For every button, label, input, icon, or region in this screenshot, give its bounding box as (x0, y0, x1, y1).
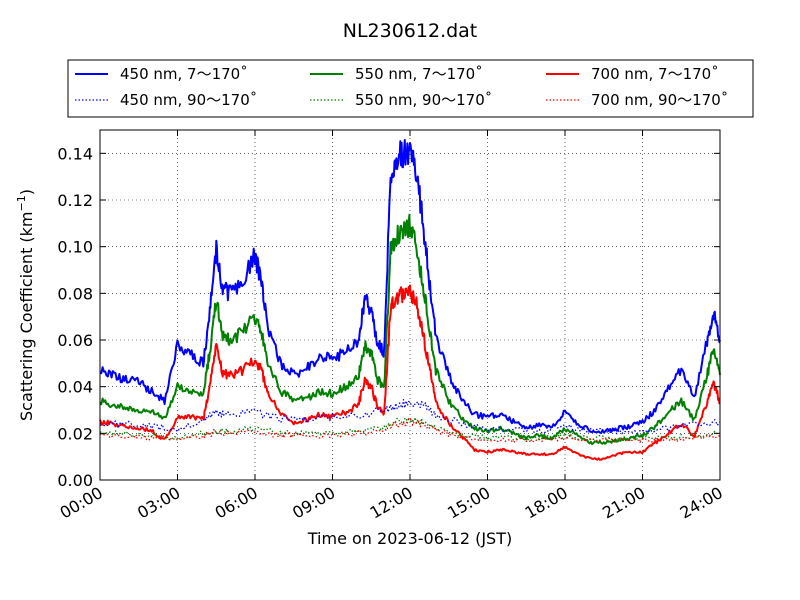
x-tick-label: 03:00 (134, 483, 183, 523)
legend-label: 450 nm, 90～170˚ (120, 91, 257, 109)
y-tick-label: 0.12 (57, 191, 93, 210)
legend-label: 550 nm, 90～170˚ (355, 91, 492, 109)
y-tick-label: 0.02 (57, 424, 93, 443)
legend-label: 550 nm, 7～170˚ (355, 65, 483, 83)
x-tick-labels: 00:00 03:00 06:00 09:00 12:00 15:00 18:00 21:00… (57, 483, 726, 523)
series-layer (99, 139, 721, 461)
x-axis-label: Time on 2023-06-12 (JST) (307, 529, 512, 548)
y-tick-label: 0.10 (57, 238, 93, 257)
legend-label: 700 nm, 7～170˚ (591, 65, 719, 83)
y-axis-label-end: ) (17, 189, 36, 195)
legend-label: 450 nm, 7～170˚ (120, 65, 248, 83)
y-axis-label-superscript: −1 (15, 195, 28, 211)
x-tick-label: 12:00 (367, 483, 416, 523)
y-tick-label: 0.06 (57, 331, 93, 350)
legend: 450 nm, 7～170˚ 550 nm, 7～170˚ 700 nm, 7～17… (67, 59, 754, 118)
x-tick-label: 24:00 (677, 483, 726, 523)
series-line (99, 213, 721, 446)
y-tick-label: 0.04 (57, 378, 93, 397)
x-tick-label: 21:00 (599, 483, 648, 523)
legend-box (67, 59, 754, 118)
series-line (99, 398, 721, 435)
y-tick-label: 0.08 (57, 284, 93, 303)
series-line (99, 284, 721, 461)
x-tick-label: 06:00 (212, 483, 261, 523)
y-axis-label-main: Scattering Coefficient (km (17, 211, 36, 421)
legend-label: 700 nm, 90～170˚ (591, 91, 728, 109)
y-tick-label: 0.00 (57, 471, 93, 490)
ticks (99, 130, 721, 481)
chart-title: NL230612.dat (343, 20, 478, 42)
x-tick-label: 15:00 (444, 483, 493, 523)
x-tick-label: 09:00 (289, 483, 338, 523)
series-line (99, 139, 721, 434)
y-axis-label: Scattering Coefficient (km−1) (15, 189, 36, 421)
y-tick-label: 0.14 (57, 144, 93, 163)
x-tick-label: 18:00 (522, 483, 571, 523)
y-tick-labels: 0.00 0.02 0.04 0.06 0.08 0.10 0.12 0.14 (57, 144, 93, 490)
